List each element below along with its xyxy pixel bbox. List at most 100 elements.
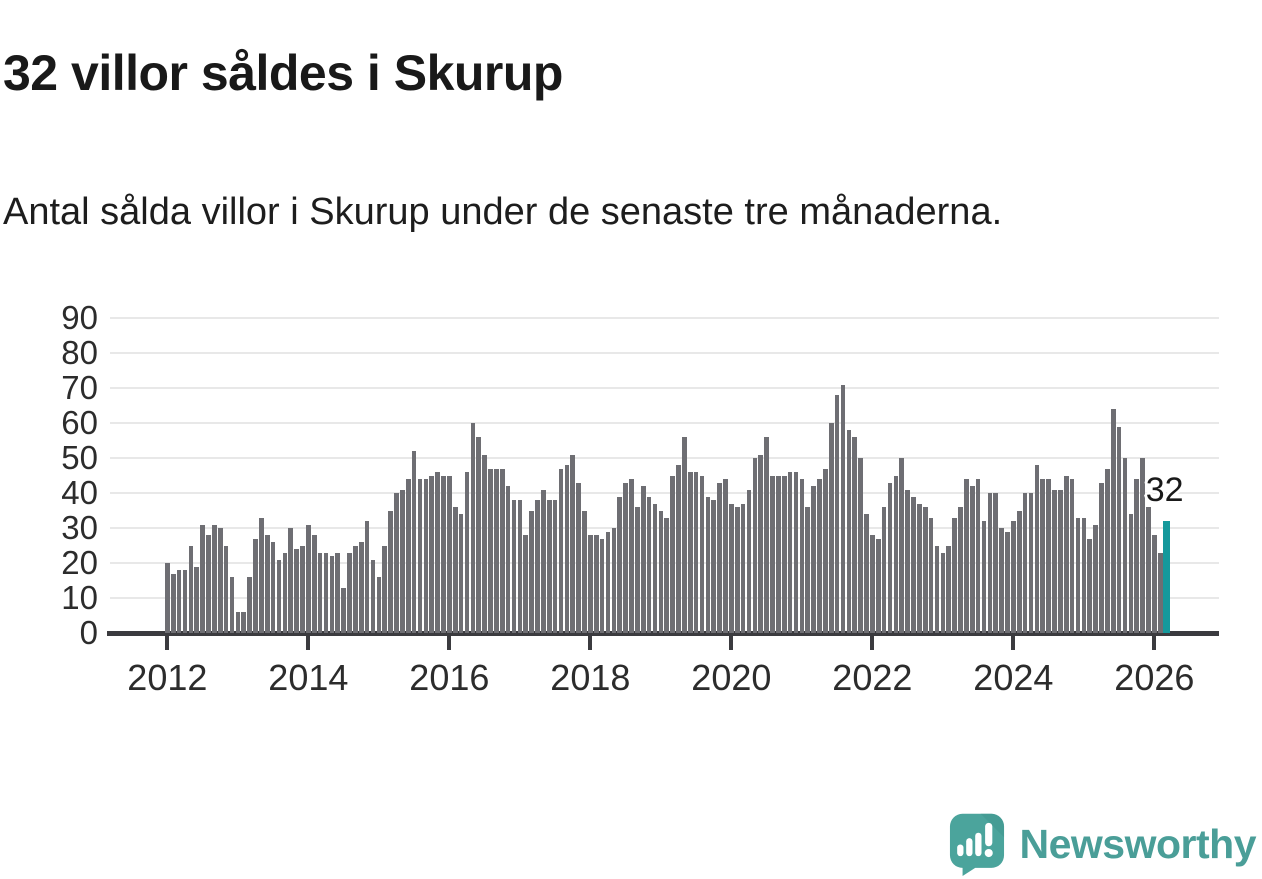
bar <box>470 423 476 633</box>
bar <box>529 510 534 633</box>
bar <box>217 528 223 633</box>
x-axis-label: 2018 <box>550 657 631 698</box>
bar <box>317 552 323 633</box>
bar <box>834 395 840 633</box>
bar <box>952 517 957 633</box>
bar <box>934 545 940 633</box>
x-axis-label: 2016 <box>409 657 490 698</box>
bar <box>676 465 681 633</box>
bar <box>253 538 258 633</box>
brand-footer: Newsworthy <box>948 812 1257 876</box>
bar <box>546 500 552 633</box>
brand-name: Newsworthy <box>1019 820 1257 867</box>
bar <box>881 507 887 633</box>
bar <box>564 465 570 633</box>
bar <box>670 475 675 633</box>
x-axis-tick <box>870 635 875 650</box>
bar <box>382 545 388 633</box>
bar <box>494 468 499 633</box>
bar <box>347 552 352 633</box>
bar <box>646 496 652 633</box>
bar <box>1069 479 1075 633</box>
bar <box>552 500 558 633</box>
bar <box>599 538 605 633</box>
bar <box>276 559 282 633</box>
bar <box>905 489 910 633</box>
y-axis-label: 0 <box>79 614 98 651</box>
bar <box>417 479 423 633</box>
bar <box>464 472 470 633</box>
y-axis-label: 60 <box>61 404 98 441</box>
bar <box>1134 479 1140 633</box>
bar <box>1016 510 1022 633</box>
bar <box>499 468 505 633</box>
bar <box>852 437 858 633</box>
bar <box>476 437 482 633</box>
x-axis-label: 2012 <box>127 657 208 698</box>
chart-subtitle: Antal sålda villor i Skurup under de sen… <box>3 191 1003 233</box>
bar <box>558 468 564 633</box>
bar <box>306 524 311 633</box>
bar <box>323 552 329 633</box>
bar <box>981 521 987 633</box>
bar <box>429 475 435 633</box>
x-axis-label: 2020 <box>691 657 772 698</box>
bar <box>582 510 587 633</box>
bar <box>840 384 846 633</box>
bar <box>1152 535 1157 633</box>
bar <box>423 479 429 633</box>
bar <box>235 612 241 633</box>
bar <box>664 517 670 633</box>
x-axis-label: 2026 <box>1114 657 1195 698</box>
gridline-y80 <box>110 352 1219 354</box>
bar <box>282 552 288 633</box>
x-axis-tick <box>1011 635 1016 650</box>
bar <box>993 493 999 633</box>
bar <box>405 479 411 633</box>
bar <box>358 542 364 633</box>
bar <box>870 535 875 633</box>
bar <box>975 479 981 633</box>
bar <box>969 486 975 633</box>
x-axis-tick <box>588 635 593 650</box>
x-axis-label: 2014 <box>268 657 349 698</box>
bar <box>435 472 440 633</box>
bar <box>734 507 740 633</box>
gridline-y50 <box>110 457 1219 459</box>
bar <box>640 486 646 633</box>
x-axis-line <box>107 631 1219 636</box>
bar <box>541 489 546 633</box>
bar <box>511 500 517 633</box>
bar <box>682 437 687 633</box>
bar <box>752 458 758 633</box>
bar <box>182 570 188 633</box>
bar <box>781 475 787 633</box>
bar <box>922 507 928 633</box>
bar <box>629 479 634 633</box>
bar <box>1028 493 1034 633</box>
bar <box>723 479 728 633</box>
bar <box>194 566 200 633</box>
bar <box>452 507 458 633</box>
bar <box>311 535 317 633</box>
bar <box>1093 524 1098 633</box>
bar <box>482 454 487 633</box>
bar <box>875 538 881 633</box>
bar <box>364 521 370 633</box>
bar <box>958 507 963 633</box>
bar <box>964 479 969 633</box>
bar <box>1040 479 1046 633</box>
bar <box>858 458 863 633</box>
bar <box>1046 479 1051 633</box>
bar <box>170 573 176 633</box>
bar <box>247 577 252 633</box>
bar <box>300 545 305 633</box>
bar <box>1122 458 1128 633</box>
bar <box>341 587 346 633</box>
bar <box>1116 426 1122 633</box>
bar <box>188 545 194 633</box>
bar <box>1063 475 1069 633</box>
y-axis-label: 10 <box>61 579 98 616</box>
bar <box>1140 458 1145 633</box>
bar <box>793 472 799 633</box>
